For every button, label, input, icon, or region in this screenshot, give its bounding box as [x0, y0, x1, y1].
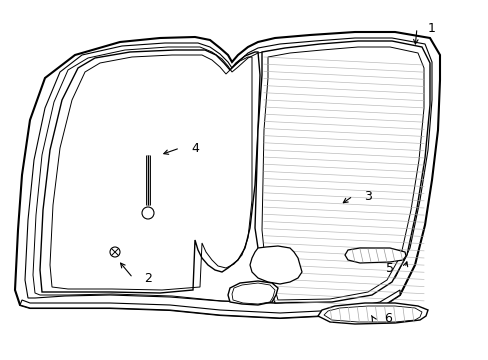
Polygon shape	[317, 303, 427, 324]
Text: 6: 6	[383, 311, 391, 324]
Polygon shape	[227, 281, 278, 305]
Text: 5: 5	[385, 261, 393, 274]
Circle shape	[110, 247, 120, 257]
Polygon shape	[254, 41, 429, 303]
Text: 1: 1	[427, 22, 435, 35]
Text: 3: 3	[364, 189, 371, 202]
Polygon shape	[345, 248, 405, 263]
Polygon shape	[15, 32, 439, 318]
Circle shape	[142, 207, 154, 219]
Text: 4: 4	[191, 141, 199, 154]
Polygon shape	[20, 290, 399, 318]
Text: 2: 2	[144, 271, 152, 284]
Polygon shape	[249, 246, 302, 284]
